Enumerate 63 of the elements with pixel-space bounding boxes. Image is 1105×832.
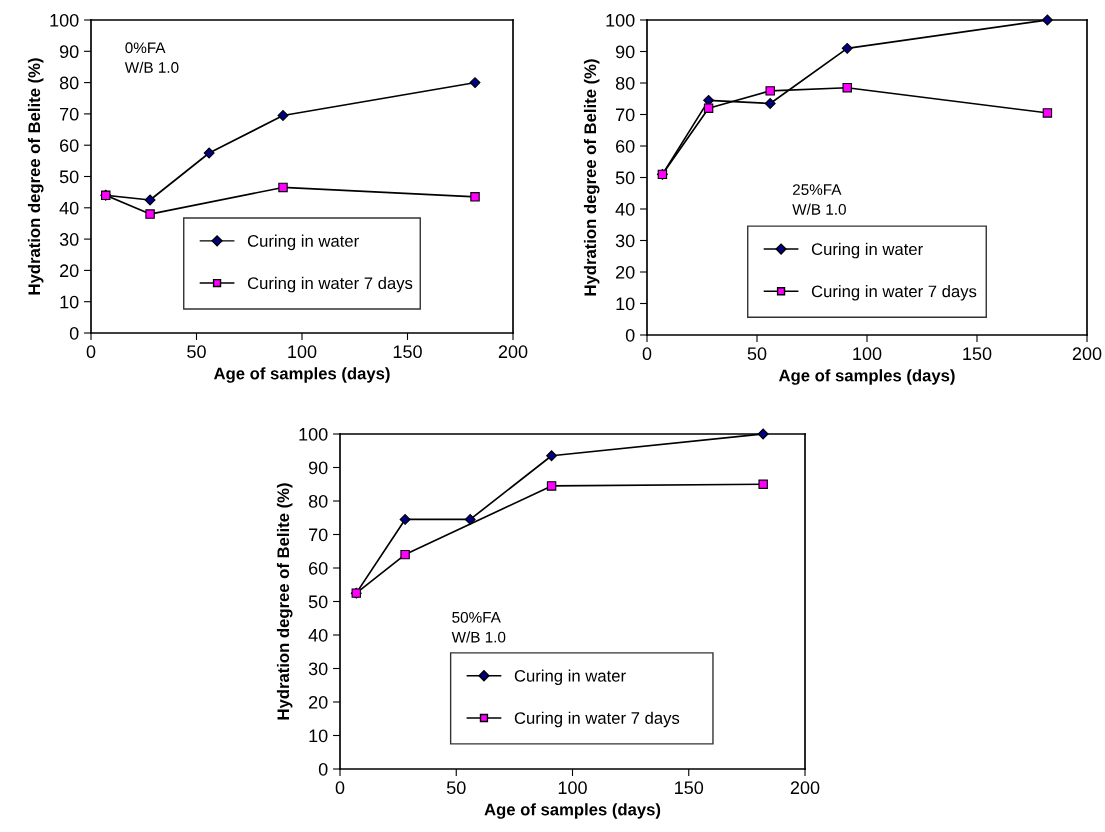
legend-label: Curing in water xyxy=(811,242,923,259)
x-axis-title: Age of samples (days) xyxy=(213,367,390,383)
annotation: 25%FA W/B 1.0 xyxy=(792,184,846,215)
y-tick-label: 80 xyxy=(59,76,79,90)
y-tick-label: 90 xyxy=(59,45,79,59)
legend-label: Curing in water xyxy=(247,234,359,251)
x-tick-label: 150 xyxy=(963,347,992,361)
x-axis-title: Age of samples (days) xyxy=(778,369,955,385)
y-axis-title: Hydration degree of Belite (%) xyxy=(27,58,44,295)
y-tick-label: 60 xyxy=(616,139,635,153)
legend-label: Curing in water xyxy=(514,669,626,686)
legend-label: Curing in water 7 days xyxy=(514,711,680,728)
x-tick-label: 0 xyxy=(642,347,652,361)
y-tick-label: 80 xyxy=(615,76,635,90)
x-tick-label: 0 xyxy=(86,345,96,359)
x-tick-label: 200 xyxy=(498,345,528,359)
y-axis-title: Hydration degree of Belite (%) xyxy=(583,59,600,296)
legend-label: Curing in water 7 days xyxy=(811,285,977,301)
y-tick-label: 50 xyxy=(308,595,328,609)
x-tick-label: 200 xyxy=(1072,347,1102,361)
y-tick-label: 50 xyxy=(59,170,79,184)
y-tick-label: 100 xyxy=(606,13,635,27)
y-tick-label: 60 xyxy=(309,561,328,575)
y-axis-title: Hydration degree of Belite (%) xyxy=(276,483,293,720)
x-tick-label: 50 xyxy=(446,781,466,795)
y-tick-label: 100 xyxy=(299,427,328,441)
x-tick-label: 150 xyxy=(675,781,704,795)
y-tick-label: 80 xyxy=(308,494,328,508)
y-tick-label: 0 xyxy=(318,762,328,776)
x-tick-label: 100 xyxy=(558,781,587,795)
y-tick-label: 70 xyxy=(309,528,328,542)
x-tick-label: 50 xyxy=(187,345,206,359)
x-tick-label: 100 xyxy=(288,345,317,359)
y-tick-label: 70 xyxy=(616,108,635,122)
y-tick-label: 40 xyxy=(308,628,328,642)
y-tick-label: 20 xyxy=(60,264,79,278)
y-tick-label: 100 xyxy=(50,13,79,27)
x-tick-label: 200 xyxy=(790,781,820,795)
y-tick-label: 30 xyxy=(615,234,635,248)
y-tick-label: 60 xyxy=(60,139,79,152)
y-tick-label: 90 xyxy=(615,45,635,59)
y-tick-label: 70 xyxy=(60,107,79,121)
y-tick-label: 90 xyxy=(308,461,328,475)
y-tick-label: 30 xyxy=(59,233,79,246)
x-axis-title: Age of samples (days) xyxy=(484,803,661,819)
x-tick-label: 50 xyxy=(747,347,767,361)
legend-label: Curing in water 7 days xyxy=(247,276,413,293)
y-tick-label: 40 xyxy=(59,201,79,215)
y-tick-label: 10 xyxy=(309,729,328,743)
y-tick-label: 10 xyxy=(616,297,635,311)
x-tick-label: 0 xyxy=(335,781,345,795)
y-tick-label: 40 xyxy=(615,202,635,216)
y-tick-label: 0 xyxy=(69,326,79,340)
y-tick-label: 30 xyxy=(308,662,328,676)
y-tick-label: 10 xyxy=(60,295,79,309)
y-tick-label: 20 xyxy=(616,265,635,279)
annotation: 50%FA W/B 1.0 xyxy=(451,611,506,643)
y-tick-label: 20 xyxy=(309,695,328,709)
annotation: 0%FA W/B 1.0 xyxy=(124,42,179,73)
y-tick-label: 50 xyxy=(615,171,635,185)
x-tick-label: 150 xyxy=(393,345,422,359)
x-tick-label: 100 xyxy=(853,347,882,361)
y-tick-label: 0 xyxy=(625,328,635,342)
